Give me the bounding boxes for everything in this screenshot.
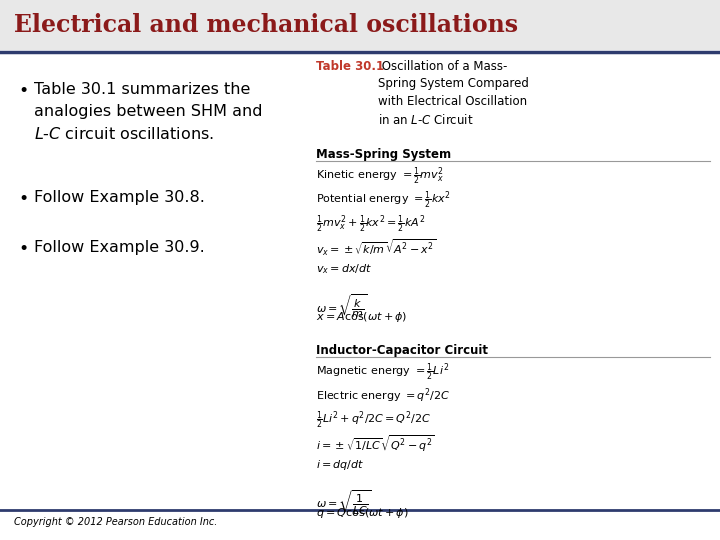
Text: $\omega = \sqrt{\dfrac{k}{m}}$: $\omega = \sqrt{\dfrac{k}{m}}$ — [316, 292, 367, 320]
Text: Follow Example 30.9.: Follow Example 30.9. — [34, 240, 204, 255]
Text: Oscillation of a Mass-
Spring System Compared
with Electrical Oscillation
in an : Oscillation of a Mass- Spring System Com… — [378, 60, 529, 127]
Text: $\omega = \sqrt{\dfrac{1}{LC}}$: $\omega = \sqrt{\dfrac{1}{LC}}$ — [316, 488, 372, 517]
Text: $\frac{1}{2}mv_x^2 + \frac{1}{2}kx^2 = \frac{1}{2}kA^2$: $\frac{1}{2}mv_x^2 + \frac{1}{2}kx^2 = \… — [316, 214, 426, 235]
Text: Follow Example 30.8.: Follow Example 30.8. — [34, 190, 205, 205]
Text: Magnetic energy $= \frac{1}{2}Li^2$: Magnetic energy $= \frac{1}{2}Li^2$ — [316, 362, 449, 383]
Text: Potential energy $= \frac{1}{2}kx^2$: Potential energy $= \frac{1}{2}kx^2$ — [316, 190, 451, 212]
Text: •: • — [18, 240, 28, 258]
Text: $q = Q\cos(\omega t + \phi)$: $q = Q\cos(\omega t + \phi)$ — [316, 506, 409, 520]
Text: Copyright © 2012 Pearson Education Inc.: Copyright © 2012 Pearson Education Inc. — [14, 517, 217, 527]
Text: Mass-Spring System: Mass-Spring System — [316, 148, 451, 161]
Text: Electrical and mechanical oscillations: Electrical and mechanical oscillations — [14, 13, 518, 37]
Text: $i = \pm\sqrt{1/LC}\sqrt{Q^2 - q^2}$: $i = \pm\sqrt{1/LC}\sqrt{Q^2 - q^2}$ — [316, 434, 435, 454]
Text: Table 30.1: Table 30.1 — [316, 60, 384, 73]
Text: •: • — [18, 82, 28, 100]
Bar — [0, 0, 720, 50]
Text: Kinetic energy $= \frac{1}{2}mv_x^2$: Kinetic energy $= \frac{1}{2}mv_x^2$ — [316, 166, 444, 187]
Text: $i = dq/dt$: $i = dq/dt$ — [316, 458, 364, 472]
Text: Table 30.1 summarizes the
analogies between SHM and
$\it{L}$-$\it{C}$ circuit os: Table 30.1 summarizes the analogies betw… — [34, 82, 263, 141]
Text: $\frac{1}{2}Li^2 + q^2/2C = Q^2/2C$: $\frac{1}{2}Li^2 + q^2/2C = Q^2/2C$ — [316, 410, 431, 431]
Text: $x = A\cos(\omega t + \phi)$: $x = A\cos(\omega t + \phi)$ — [316, 310, 408, 324]
Text: •: • — [18, 190, 28, 208]
Text: Electric energy $= q^2/2C$: Electric energy $= q^2/2C$ — [316, 386, 450, 404]
Text: $v_x = \pm\sqrt{k/m}\sqrt{A^2 - x^2}$: $v_x = \pm\sqrt{k/m}\sqrt{A^2 - x^2}$ — [316, 238, 436, 259]
Text: Inductor-Capacitor Circuit: Inductor-Capacitor Circuit — [316, 344, 488, 357]
Text: $v_x = dx/dt$: $v_x = dx/dt$ — [316, 262, 372, 276]
